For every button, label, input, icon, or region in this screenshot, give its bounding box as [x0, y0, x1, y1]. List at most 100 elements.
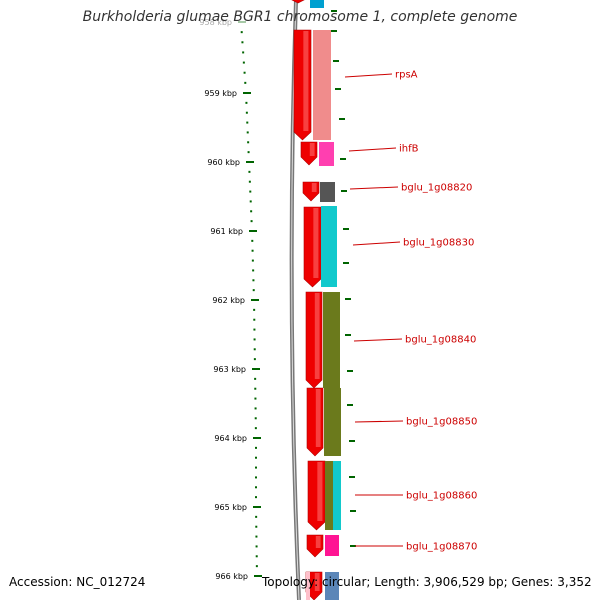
gene-tick: [343, 228, 349, 230]
minor-tick: [253, 328, 256, 331]
minor-tick: [253, 348, 256, 351]
major-tick: [249, 230, 257, 232]
tick-label: 961 kbp: [210, 227, 243, 236]
minor-tick: [252, 269, 255, 272]
gene-feature: [324, 388, 341, 456]
tick-label: 960 kbp: [207, 158, 240, 167]
minor-tick: [255, 486, 257, 489]
tick-label: 959 kbp: [204, 89, 237, 98]
minor-tick: [254, 427, 257, 430]
gene-leader: [349, 186, 399, 190]
major-tick: [251, 299, 259, 301]
gene-tick: [343, 262, 349, 264]
tick-label: 963 kbp: [213, 365, 246, 374]
gene-features: [306, 0, 341, 600]
cds-arrow-shade: [315, 389, 321, 447]
gene-tick: [349, 440, 355, 442]
cds-arrow-shade: [309, 143, 315, 156]
gene-feature: [306, 572, 310, 600]
minor-tick: [251, 259, 254, 262]
gene-feature: [325, 535, 339, 556]
minor-tick: [253, 308, 256, 311]
cds-arrow-shade: [317, 462, 323, 521]
cds-arrow-shade: [315, 536, 321, 548]
minor-tick: [254, 387, 257, 390]
gene-feature: [319, 142, 334, 166]
minor-tick: [252, 289, 255, 292]
scale-ticks: [238, 10, 356, 577]
minor-tick: [255, 545, 258, 548]
minor-tick: [254, 377, 257, 380]
minor-tick: [247, 141, 250, 144]
tick-label: 958 kbp: [199, 18, 232, 27]
cds-arrow: [302, 181, 320, 202]
gene-tick: [339, 118, 345, 120]
gene-feature: [333, 461, 341, 530]
minor-tick: [247, 151, 250, 154]
minor-tick: [242, 51, 245, 54]
minor-tick: [251, 239, 254, 242]
minor-tick: [241, 41, 244, 44]
gene-tick: [350, 545, 356, 547]
minor-tick: [240, 31, 243, 34]
minor-tick: [242, 61, 245, 64]
scale-labels: 958 kbp 959 kbp 960 kbp 961 kbp 962 kbp 963 k…: [199, 18, 248, 581]
minor-tick: [246, 131, 249, 134]
minor-tick: [248, 180, 251, 183]
minor-tick: [250, 210, 253, 213]
major-tick: [253, 506, 261, 508]
cds-arrow: [306, 534, 324, 558]
gene-label: ihfB: [399, 144, 419, 155]
gene-tick: [350, 510, 356, 512]
minor-tick: [253, 338, 256, 341]
gene-leader: [352, 241, 401, 246]
minor-tick: [252, 279, 255, 282]
minor-tick: [243, 71, 246, 74]
major-tick: [246, 161, 254, 163]
minor-tick: [250, 220, 253, 223]
tick-label: 962 kbp: [212, 296, 245, 305]
genome-backbone-highlight: [291, 0, 300, 600]
gene-feature: [320, 182, 335, 202]
cds-strand: [291, 0, 326, 600]
cds-arrow: [291, 0, 305, 4]
minor-tick: [249, 190, 252, 193]
minor-tick: [249, 200, 252, 203]
minor-tick: [254, 407, 257, 410]
cds-arrow: [306, 387, 324, 457]
gene-tick: [345, 334, 351, 336]
minor-tick: [255, 555, 258, 558]
gene-feature: [313, 30, 331, 140]
gene-label: bglu_1g08840: [405, 335, 476, 346]
minor-tick: [245, 111, 248, 114]
gene-tick: [333, 60, 339, 62]
minor-tick: [248, 170, 251, 173]
minor-tick: [253, 318, 256, 321]
cds-arrow-shade: [303, 31, 309, 131]
gene-feature: [321, 206, 337, 287]
gene-label: bglu_1g08830: [403, 238, 474, 249]
minor-tick: [255, 466, 257, 469]
accession-text: Accession: NC_012724: [9, 575, 146, 589]
minor-tick: [255, 496, 257, 499]
gene-tick: [341, 190, 347, 192]
map-title: Burkholderia glumae BGR1 chromosome 1, c…: [82, 9, 518, 25]
gene-tick: [345, 298, 351, 300]
gene-leader: [354, 420, 404, 423]
minor-tick: [255, 446, 257, 449]
major-tick: [252, 368, 260, 370]
gene-label: bglu_1g08870: [406, 542, 477, 553]
cds-arrow: [305, 291, 323, 389]
major-tick: [243, 92, 251, 94]
cds-arrow-shade: [311, 183, 317, 192]
minor-tick: [254, 417, 257, 420]
minor-tick: [255, 476, 257, 479]
cds-arrow-shade: [313, 208, 319, 278]
gene-leaders: [344, 73, 404, 547]
tick-label: 965 kbp: [214, 503, 247, 512]
minor-tick: [255, 535, 258, 538]
minor-tick: [255, 565, 258, 568]
minor-tick: [251, 249, 254, 252]
gene-leader: [353, 338, 403, 342]
